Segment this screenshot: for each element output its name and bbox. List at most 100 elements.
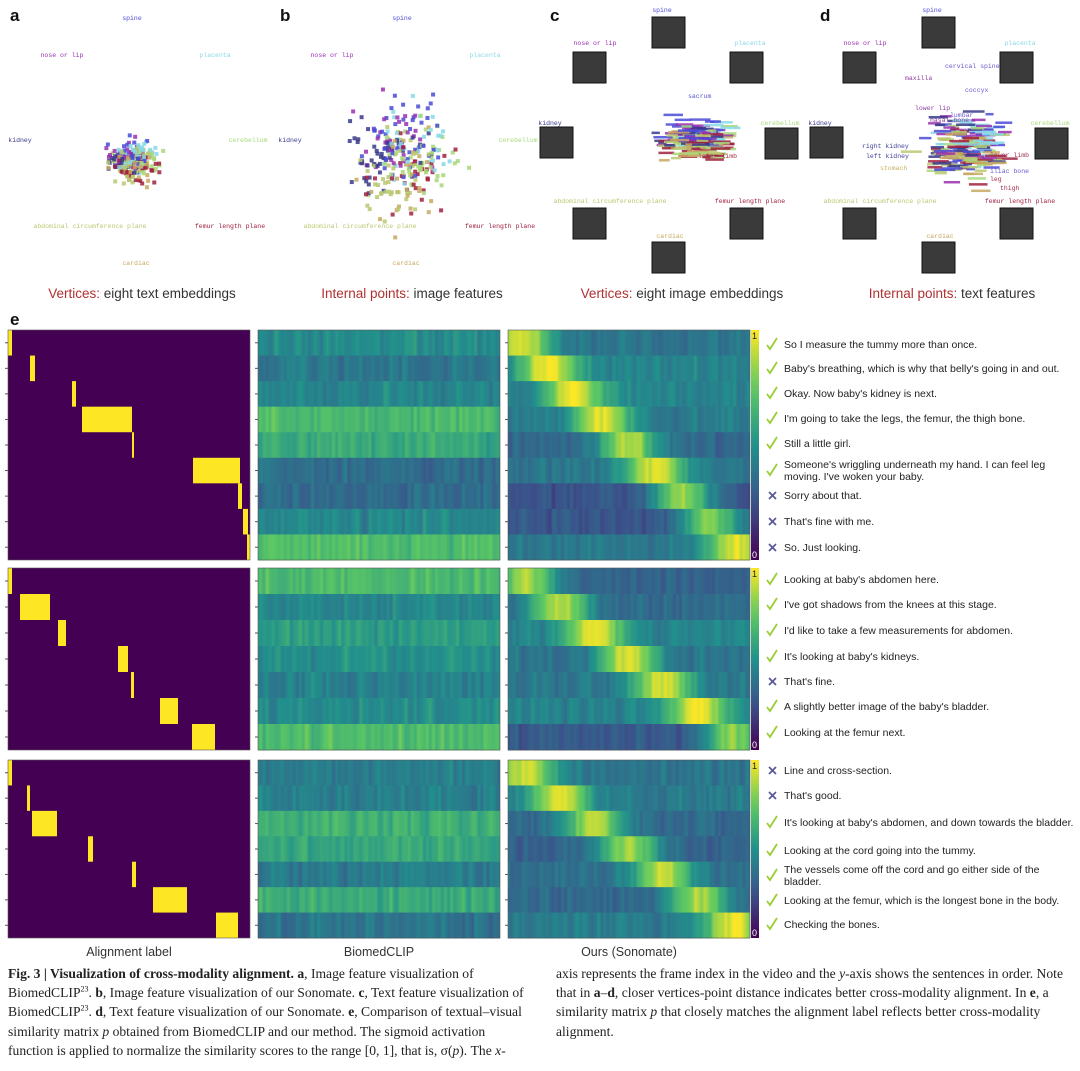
vertex-label: femur length plane [985, 198, 1055, 205]
scatter-point [452, 161, 457, 166]
scatter-point [403, 114, 408, 119]
scatter-point [707, 129, 717, 132]
scatter-point [972, 140, 993, 144]
scatter-point [110, 151, 115, 156]
scatter-point [380, 87, 385, 92]
scatter-point [981, 156, 997, 160]
alignment-block [88, 836, 93, 862]
vertex-label: kidney [538, 120, 562, 127]
scatter-point [380, 129, 385, 134]
similarity-row [258, 836, 500, 863]
vertex-label: abdominal circumference plane [823, 198, 936, 205]
scatter-point [467, 165, 472, 170]
similarity-row [508, 887, 750, 914]
scatter-point [112, 164, 117, 169]
similarity-row [258, 483, 500, 510]
similarity-row [258, 861, 500, 888]
vertex-label: cerebellum [498, 137, 537, 144]
scatter-point [393, 122, 398, 127]
scatter-point [671, 147, 692, 151]
scatter-point [405, 130, 410, 135]
scatter-point [384, 135, 389, 140]
scatter-point [392, 93, 397, 98]
scatter-point [117, 165, 122, 170]
scatter-point [681, 149, 692, 153]
scatter-point [139, 147, 144, 152]
similarity-row [508, 810, 750, 837]
scatter-point [405, 157, 410, 162]
colorbar-max: 1 [752, 331, 757, 341]
scatter-point [441, 162, 446, 167]
scatter-point [667, 131, 690, 134]
alignment-block [192, 724, 215, 750]
scatter-point [426, 131, 431, 136]
scatter-point [130, 155, 135, 160]
scatter-point [385, 129, 390, 134]
point-label: right kidney [862, 143, 909, 150]
alignment-block [132, 432, 134, 458]
scatter-point [349, 180, 354, 185]
scatter-point [684, 134, 696, 137]
scatter-point [130, 147, 135, 152]
vertex-label: cardiac [392, 260, 419, 267]
scatter-point [375, 195, 380, 200]
similarity-row [508, 534, 750, 561]
scatter-point [421, 134, 426, 139]
caption-rest: eight text embeddings [100, 286, 236, 301]
scatter-point [687, 154, 706, 157]
scatter-point [383, 180, 388, 185]
vertex-label: cerebellum [1030, 120, 1069, 127]
scatter-point [150, 152, 155, 157]
scatter-point [414, 151, 419, 156]
scatter-point [987, 160, 1006, 163]
scatter-point [132, 140, 137, 145]
scatter-point [687, 150, 701, 153]
vertex-image [921, 16, 956, 49]
scatter-point [963, 172, 975, 176]
scatter-point [962, 136, 980, 140]
scatter-point [983, 166, 1000, 169]
vertex-label: cardiac [656, 233, 683, 240]
scatter-point [117, 154, 122, 159]
scatter-point [130, 152, 135, 157]
scatter-point [359, 115, 364, 120]
scatter-point [142, 141, 147, 146]
point-label: lower lip [915, 105, 950, 112]
scatter-point [377, 161, 382, 166]
caption-highlight: Vertices: [48, 286, 100, 301]
scatter-point [686, 147, 706, 151]
scatter-point [960, 146, 972, 150]
scatter-point [129, 171, 134, 176]
scatter-point [358, 158, 363, 163]
scatter-point [682, 145, 697, 149]
scatter-point [393, 235, 398, 240]
scatter-point [418, 137, 423, 142]
scatter-point [135, 146, 140, 151]
scatter-point [137, 168, 142, 173]
scatter-point [715, 154, 724, 157]
scatter-point [666, 134, 678, 137]
caption-rest: eight image embeddings [632, 286, 783, 301]
scatter-point [113, 154, 118, 159]
panel-letter: a [10, 6, 20, 25]
vertex-label: nose or lip [41, 52, 84, 59]
similarity-row [508, 912, 750, 939]
scatter-point [390, 212, 395, 217]
vertex-label: femur length plane [465, 223, 535, 230]
scatter-point [400, 157, 405, 162]
scatter-point [426, 210, 431, 215]
similarity-row [258, 672, 500, 699]
similarity-row [508, 724, 750, 751]
scatter-point [413, 207, 418, 212]
vertex-label: spine [122, 15, 142, 22]
vertex-image [809, 126, 844, 159]
vertex-image [572, 51, 607, 84]
scatter-point [389, 176, 394, 181]
scatter-point [413, 177, 418, 182]
scatter-point [949, 139, 970, 143]
scatter-point [408, 206, 413, 211]
scatter-point [119, 169, 124, 174]
scatter-point [927, 166, 943, 169]
scatter-point [932, 147, 950, 150]
scatter-point [985, 154, 1007, 158]
